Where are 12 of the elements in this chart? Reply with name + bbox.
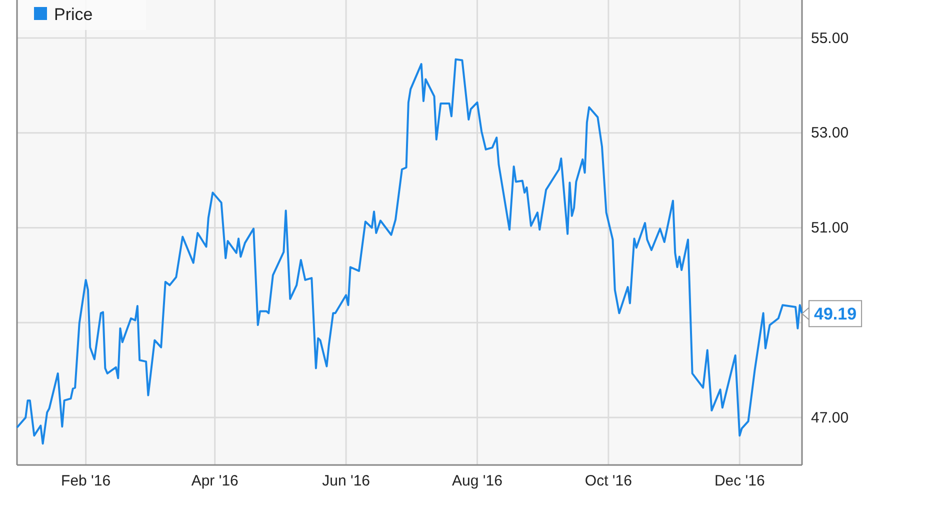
x-tick-label: Oct '16 bbox=[584, 472, 632, 490]
legend-label: Price bbox=[54, 5, 93, 24]
y-tick-label: 55.00 bbox=[811, 30, 849, 47]
x-tick-label: Jun '16 bbox=[322, 472, 370, 490]
x-tick-label: Feb '16 bbox=[61, 472, 111, 490]
y-tick-label: 51.00 bbox=[811, 220, 849, 237]
annotation: 49.19 bbox=[814, 304, 857, 324]
y-tick-label: 53.00 bbox=[811, 124, 849, 142]
x-tick-label: Aug '16 bbox=[452, 472, 502, 490]
y-tick-label: 47.00 bbox=[811, 409, 849, 426]
x-tick-label: Apr '16 bbox=[191, 472, 238, 490]
x-tick-label: Dec '16 bbox=[714, 472, 765, 490]
